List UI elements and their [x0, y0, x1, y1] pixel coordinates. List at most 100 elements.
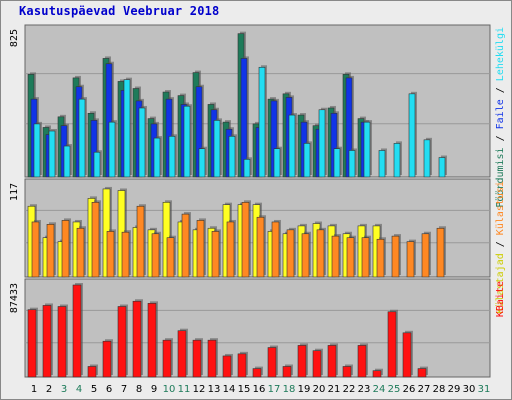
day-label: 29 — [448, 384, 461, 395]
day-label: 22 — [343, 384, 356, 395]
bar-top-Lehekülgi-21 — [333, 146, 342, 178]
day-label: 28 — [433, 384, 446, 395]
bar-bottom-KBaite-10 — [162, 338, 173, 378]
bar-top-Lehekülgi-2 — [48, 128, 57, 178]
bar-top-Lehekülgi-23 — [363, 120, 372, 178]
bar-bottom-KBaite-16 — [252, 366, 263, 378]
day-label: 24 — [373, 384, 386, 395]
bar-middle-Külastusi-9 — [151, 231, 161, 278]
bar-middle-Külastusi-23 — [361, 235, 371, 278]
bar-middle-Külastusi-27 — [421, 231, 431, 278]
bar-top-Lehekülgi-17 — [273, 146, 282, 178]
day-label: 14 — [223, 384, 236, 395]
bar-top-Lehekülgi-15 — [243, 157, 252, 178]
legend-entry: Külastusi — [495, 181, 506, 235]
legend-entry: / — [495, 129, 506, 147]
day-label: 8 — [136, 384, 142, 395]
legend-entry: Faile — [495, 99, 506, 129]
bar-middle-Külastusi-28 — [436, 226, 446, 278]
bar-middle-Külastusi-14 — [226, 219, 236, 278]
bar-top-Lehekülgi-16 — [258, 65, 267, 178]
bar-middle-Külastusi-6 — [106, 229, 116, 278]
day-label: 5 — [91, 384, 97, 395]
bar-middle-Külastusi-24 — [376, 237, 386, 278]
bar-middle-Külastusi-5 — [91, 200, 101, 278]
bar-middle-Külastusi-20 — [316, 227, 326, 278]
legend-entry: / — [495, 235, 506, 253]
bar-top-Lehekülgi-22 — [348, 148, 357, 178]
bar-top-Lehekülgi-5 — [93, 150, 102, 178]
day-label: 21 — [328, 384, 341, 395]
bar-bottom-KBaite-21 — [327, 343, 338, 378]
bar-bottom-KBaite-18 — [282, 364, 293, 378]
bar-top-Lehekülgi-20 — [318, 107, 327, 178]
day-label: 15 — [238, 384, 251, 395]
bar-top-Lehekülgi-13 — [213, 118, 222, 178]
bar-top-Lehekülgi-10 — [168, 134, 177, 178]
bar-bottom-KBaite-5 — [87, 364, 98, 378]
y-max-label-bottom: 87433 — [9, 283, 20, 313]
bar-middle-Külastusi-22 — [346, 235, 356, 278]
bar-middle-Külastusi-1 — [31, 219, 41, 278]
bar-bottom-KBaite-8 — [132, 299, 143, 378]
day-label: 20 — [313, 384, 326, 395]
bar-bottom-KBaite-14 — [222, 353, 233, 378]
bar-bottom-KBaite-26 — [402, 330, 413, 378]
bar-bottom-KBaite-23 — [357, 343, 368, 378]
bar-bottom-KBaite-11 — [177, 328, 188, 378]
legend-entry: Lehekülgi — [495, 27, 506, 81]
legend-top: Pöördumisi / Faile / Lehekülgi — [495, 27, 506, 208]
day-label: 17 — [268, 384, 281, 395]
day-label: 30 — [463, 384, 476, 395]
bar-top-Lehekülgi-14 — [228, 134, 237, 178]
bar-middle-Külastusi-18 — [286, 227, 296, 278]
bar-bottom-KBaite-13 — [207, 338, 218, 378]
bar-top-Lehekülgi-3 — [63, 144, 72, 178]
y-max-label-middle: 117 — [9, 183, 20, 201]
bar-bottom-KBaite-6 — [102, 339, 113, 378]
bar-top-Lehekülgi-27 — [423, 137, 432, 178]
bar-top-Lehekülgi-8 — [138, 105, 147, 178]
legend-entry: Pöördumisi — [495, 147, 506, 207]
bar-middle-Külastusi-11 — [181, 212, 191, 278]
day-label: 12 — [193, 384, 206, 395]
bar-bottom-KBaite-3 — [57, 304, 68, 378]
day-label: 7 — [121, 384, 127, 395]
day-label: 10 — [163, 384, 176, 395]
bar-middle-Külastusi-10 — [166, 235, 176, 278]
bar-top-Lehekülgi-6 — [108, 120, 117, 178]
day-label: 31 — [478, 384, 491, 395]
bar-bottom-KBaite-17 — [267, 345, 278, 378]
bar-middle-Külastusi-8 — [136, 204, 146, 278]
bar-middle-Külastusi-2 — [46, 222, 56, 278]
bar-middle-Külastusi-15 — [241, 200, 251, 278]
bar-middle-Külastusi-13 — [211, 229, 221, 278]
legend-bottom: KBaite — [495, 281, 506, 317]
bar-bottom-KBaite-24 — [372, 368, 383, 378]
bar-middle-Külastusi-21 — [331, 234, 341, 278]
bar-bottom-KBaite-1 — [27, 307, 38, 378]
bar-top-Lehekülgi-24 — [378, 148, 387, 178]
bar-bottom-KBaite-7 — [117, 304, 128, 378]
bar-middle-Külastusi-7 — [121, 230, 131, 278]
bar-bottom-KBaite-4 — [72, 283, 83, 378]
bar-top-Lehekülgi-11 — [183, 104, 192, 178]
day-label: 6 — [106, 384, 112, 395]
y-max-label-top: 825 — [9, 29, 20, 47]
day-label: 19 — [298, 384, 311, 395]
legend-entry: Külastajad — [495, 253, 506, 313]
day-label: 3 — [61, 384, 67, 395]
bar-bottom-KBaite-12 — [192, 338, 203, 378]
day-label: 1 — [31, 384, 37, 395]
bar-top-Lehekülgi-9 — [153, 136, 162, 178]
bar-middle-Külastusi-4 — [76, 226, 86, 278]
bar-bottom-KBaite-25 — [387, 309, 398, 378]
legend-middle: Külastajad / Külastusi — [495, 181, 506, 313]
day-label: 23 — [358, 384, 371, 395]
day-label: 25 — [388, 384, 401, 395]
bar-top-Lehekülgi-19 — [303, 141, 312, 178]
day-label: 27 — [418, 384, 431, 395]
day-label: 13 — [208, 384, 221, 395]
bar-middle-Külastusi-17 — [271, 219, 281, 278]
